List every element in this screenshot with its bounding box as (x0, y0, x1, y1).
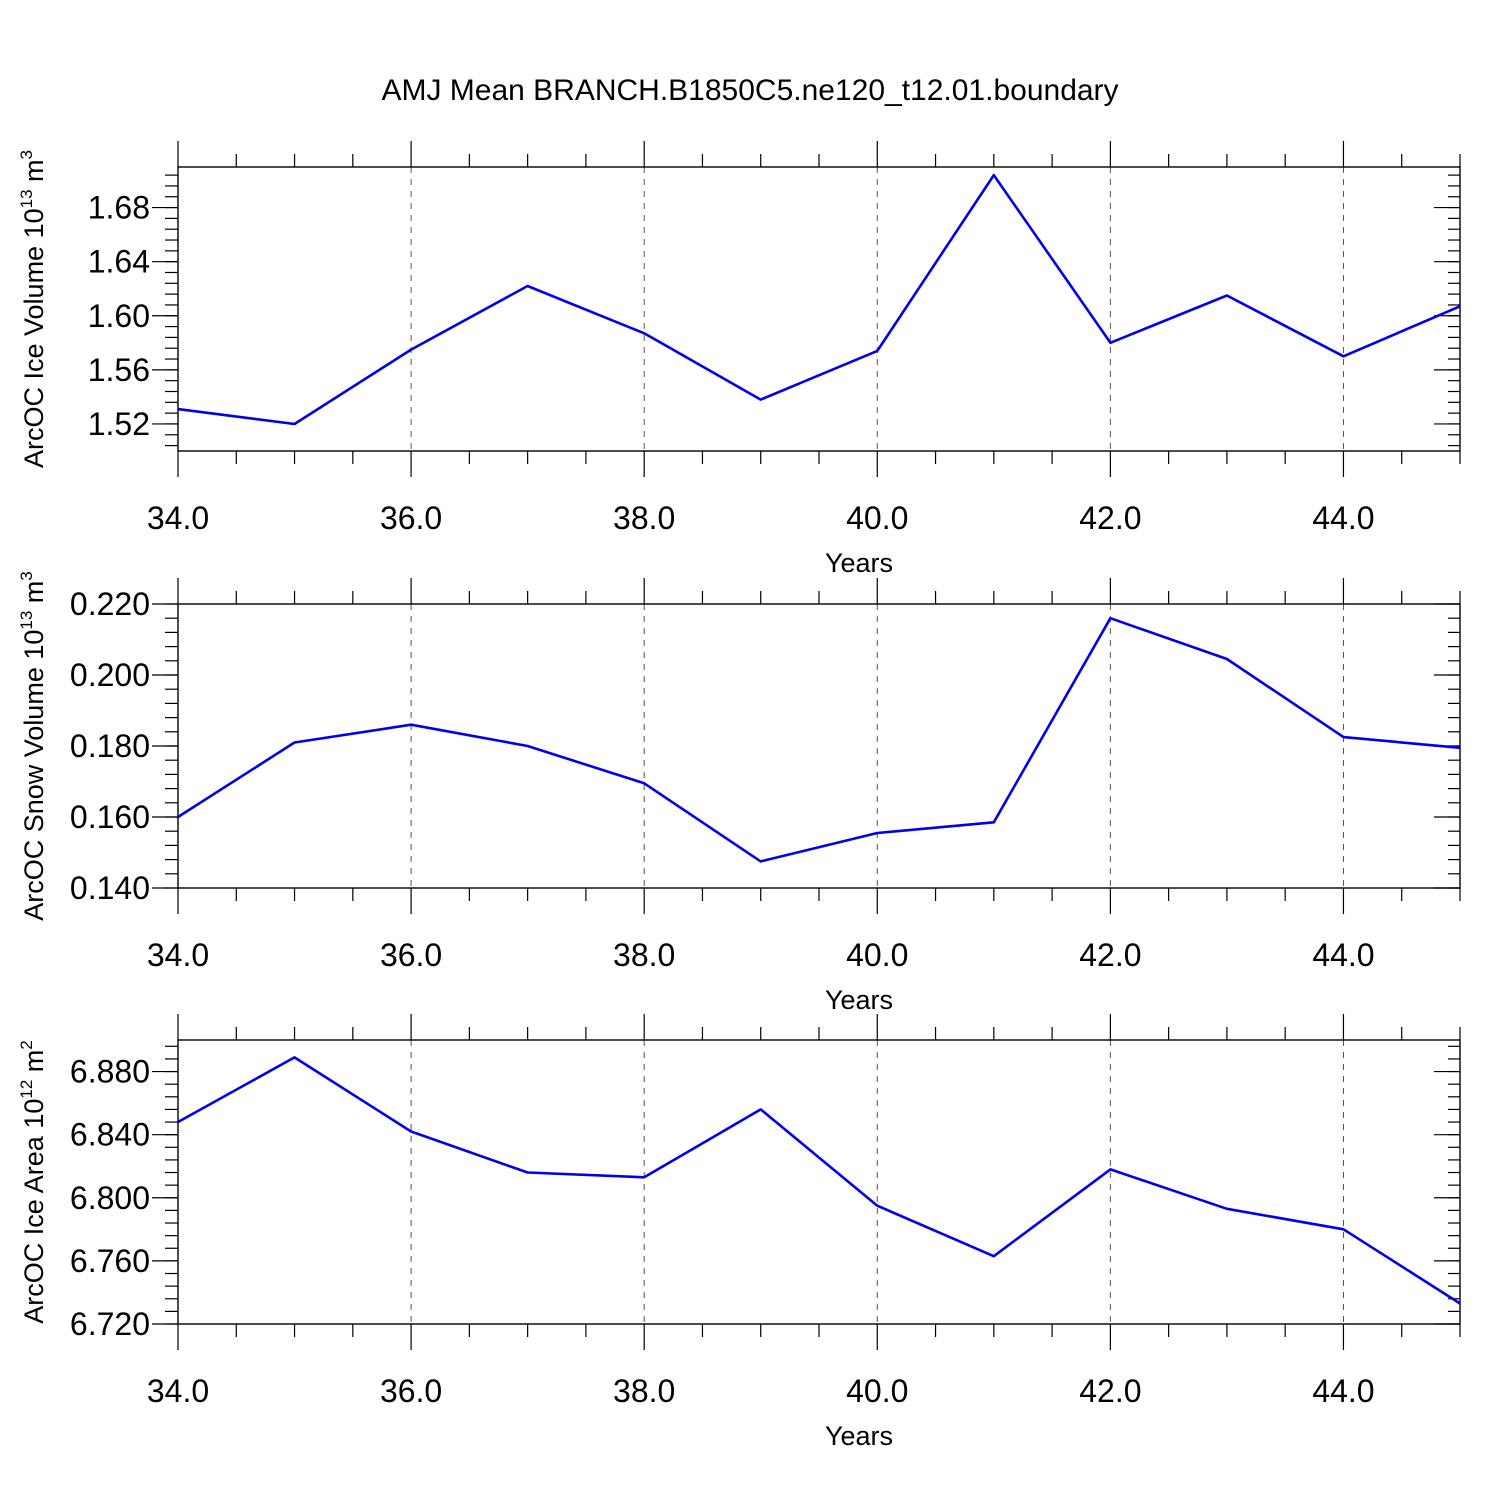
x-tick-label: 36.0 (380, 1373, 442, 1409)
x-tick-label: 34.0 (147, 500, 209, 536)
x-tick-label: 38.0 (613, 1373, 675, 1409)
y-axis-title: ArcOC Ice Volume 1013 m3 (17, 150, 49, 468)
x-tick-label: 38.0 (613, 937, 675, 973)
x-tick-label: 40.0 (846, 937, 908, 973)
plot-frame (177, 1039, 1461, 1325)
y-axis-title-unit-exp: 2 (17, 1040, 36, 1049)
x-tick-label: 38.0 (613, 500, 675, 536)
y-axis-title-unit: m (19, 581, 49, 611)
x-tick-label: 42.0 (1079, 937, 1141, 973)
panel-3: 34.0 36.0 38.0 40.0 42.0 44.0 Years 6.720 6.760 6… (17, 1014, 1461, 1451)
x-tick-label: 34.0 (147, 937, 209, 973)
x-tick-label: 44.0 (1312, 500, 1374, 536)
x-tick-label: 44.0 (1312, 1373, 1374, 1409)
y-tick-label: 1.52 (88, 406, 150, 442)
y-tick-label: 0.160 (70, 799, 150, 835)
y-axis-title-text: ArcOC Ice Volume 10 (19, 208, 49, 468)
y-tick-label: 0.140 (70, 870, 150, 906)
x-axis-title: Years (825, 1421, 893, 1451)
y-axis-title-exp: 12 (17, 1080, 36, 1099)
y-axis-title: ArcOC Ice Area 1012 m2 (17, 1040, 49, 1324)
series-line (177, 616, 1461, 863)
y-tick-label: 6.720 (70, 1306, 150, 1342)
y-tick-label: 1.64 (88, 244, 150, 280)
y-axis-title: ArcOC Snow Volume 1013 m3 (17, 571, 49, 921)
panel-2: 34.0 36.0 38.0 40.0 42.0 44.0 Years 0.140 0.160 0… (17, 571, 1461, 1015)
series-line (177, 173, 1461, 426)
y-axis-title-text: ArcOC Snow Volume 10 (19, 630, 49, 921)
y-axis-title-unit-exp: 3 (17, 571, 36, 580)
series-line (177, 1056, 1461, 1305)
x-tick-label: 42.0 (1079, 1373, 1141, 1409)
y-axis-title-exp: 13 (17, 611, 36, 630)
panels: 34.0 36.0 38.0 40.0 42.0 44.0 Years 1.52 1.56 1.6… (17, 141, 1461, 1451)
plot-frame (177, 603, 1461, 889)
x-tick-label: 36.0 (380, 500, 442, 536)
x-tick-label: 34.0 (147, 1373, 209, 1409)
y-axis-title-unit: m (19, 159, 49, 189)
y-tick-label: 0.180 (70, 728, 150, 764)
plot-frame (177, 166, 1461, 452)
x-tick-label: 44.0 (1312, 937, 1374, 973)
y-tick-label: 0.220 (70, 586, 150, 622)
x-tick-label: 42.0 (1079, 500, 1141, 536)
y-axis-title-unit: m (19, 1050, 49, 1080)
x-axis-title: Years (825, 985, 893, 1015)
x-tick-label: 36.0 (380, 937, 442, 973)
y-tick-label: 6.800 (70, 1180, 150, 1216)
x-tick-label: 40.0 (846, 500, 908, 536)
y-tick-label: 6.840 (70, 1117, 150, 1153)
y-axis-title-exp: 13 (17, 189, 36, 208)
chart-title: AMJ Mean BRANCH.B1850C5.ne120_t12.01.bou… (381, 74, 1118, 107)
x-tick-label: 40.0 (846, 1373, 908, 1409)
y-tick-label: 6.760 (70, 1243, 150, 1279)
y-tick-label: 1.60 (88, 298, 150, 334)
y-tick-label: 1.56 (88, 352, 150, 388)
panel-1: 34.0 36.0 38.0 40.0 42.0 44.0 Years 1.52 1.56 1.6… (17, 141, 1461, 578)
y-axis-title-text: ArcOC Ice Area 10 (19, 1099, 49, 1324)
y-tick-label: 0.200 (70, 657, 150, 693)
y-axis-title-unit-exp: 3 (17, 150, 36, 159)
y-tick-label: 1.68 (88, 190, 150, 226)
y-tick-label: 6.880 (70, 1054, 150, 1090)
x-axis-title: Years (825, 548, 893, 578)
